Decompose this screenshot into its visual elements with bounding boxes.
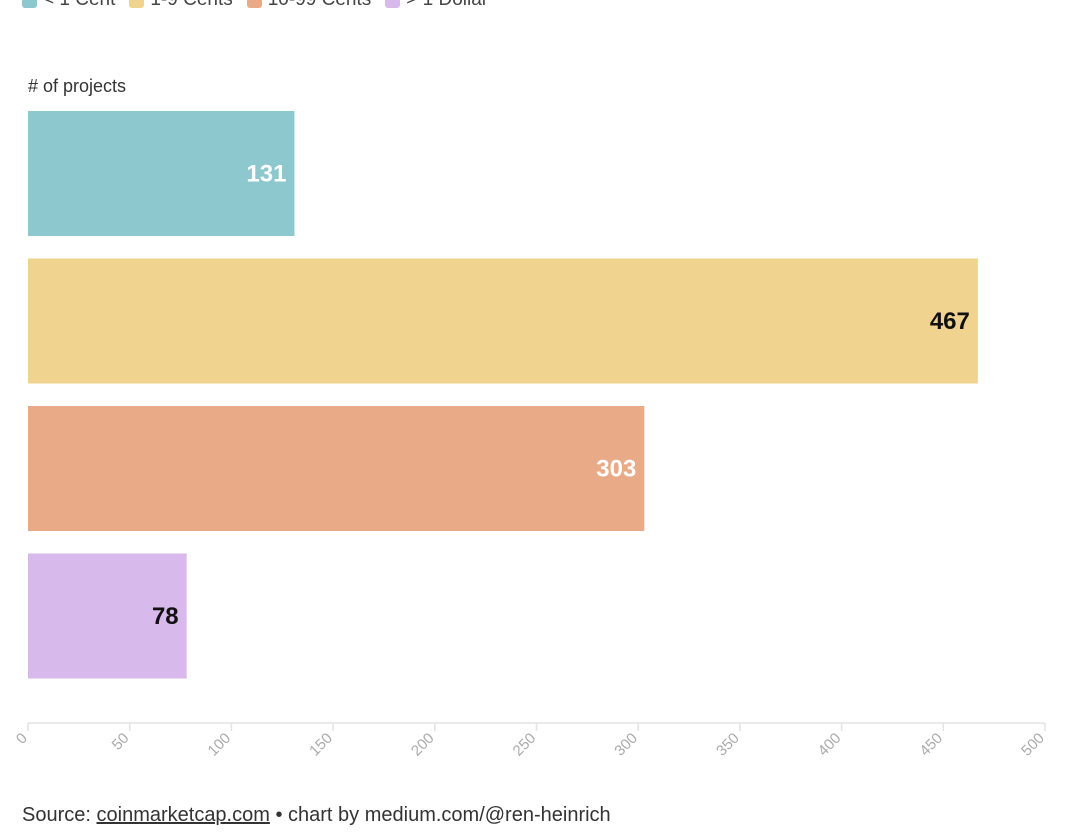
legend-label: 10-99 Cents: [268, 0, 372, 11]
x-tick-label: 50: [109, 730, 133, 754]
x-tick-label: 450: [916, 730, 946, 760]
x-tick-label: 300: [611, 730, 641, 760]
legend-label: > 1 Dollar: [406, 0, 488, 11]
legend-swatch: [246, 0, 262, 8]
legend-swatch: [129, 0, 145, 8]
bar: [28, 258, 978, 384]
x-tick-label: 200: [408, 730, 438, 760]
bar-value-label: 467: [930, 308, 970, 335]
x-tick-label: 100: [205, 730, 235, 760]
source-link[interactable]: coinmarketcap.com: [96, 804, 270, 826]
x-tick-label: 0: [13, 730, 31, 748]
bar: [28, 406, 645, 531]
legend-label: < 1 Cent: [43, 0, 115, 11]
legend-swatch: [385, 0, 401, 8]
chart-credit: • chart by medium.com/@ren-heinrich: [275, 804, 611, 826]
source-prefix: Source:: [22, 804, 91, 826]
bar-value-label: 78: [152, 603, 179, 630]
bar-value-label: 303: [596, 456, 636, 483]
legend-item-under-1-cent: < 1 Cent: [22, 0, 115, 11]
legend-item-over-1-dollar: > 1 Dollar: [385, 0, 488, 11]
chart-legend: < 1 Cent 1-9 Cents 10-99 Cents > 1 Dolla…: [22, 0, 488, 10]
bar: [28, 111, 295, 236]
x-tick-label: 150: [306, 730, 336, 760]
x-tick-label: 400: [815, 730, 845, 760]
legend-label: 1-9 Cents: [150, 0, 232, 11]
x-tick-label: 500: [1018, 730, 1048, 760]
bar-value-label: 131: [246, 161, 286, 188]
axis-label: # of projects: [28, 76, 127, 96]
bar-chart: 131 467 303 78 0 50 100 150 200 250 300 350 400 450 50…: [13, 111, 1048, 760]
legend-swatch: [22, 0, 37, 8]
x-tick-label: 250: [510, 730, 540, 760]
bar: [28, 553, 187, 679]
legend-item-1-9-cents: 1-9 Cents: [129, 0, 233, 11]
legend-item-10-99-cents: 10-99 Cents: [246, 0, 372, 11]
chart-footer: Source: coinmarketcap.com • chart by med…: [22, 804, 611, 827]
x-tick-label: 350: [713, 730, 743, 760]
